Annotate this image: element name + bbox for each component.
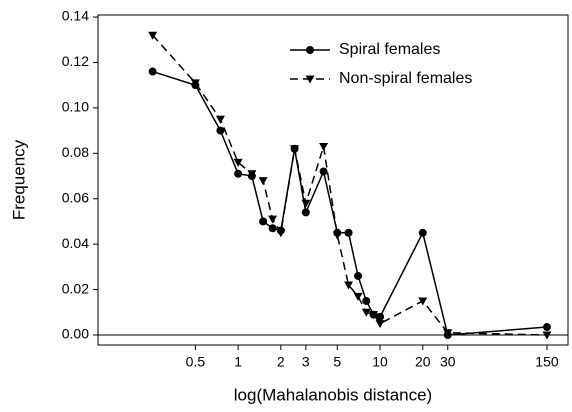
- x-tick-label: 150: [535, 354, 559, 370]
- point: [376, 312, 385, 321]
- point: [258, 177, 268, 186]
- point: [542, 331, 552, 340]
- point: [375, 320, 385, 329]
- legend-marker: [305, 75, 315, 84]
- y-tick-label: 0.14: [62, 8, 89, 24]
- legend-label: Non-spiral females: [339, 70, 472, 87]
- x-tick-label: 30: [440, 354, 456, 370]
- y-tick-label: 0.00: [62, 326, 89, 342]
- point: [319, 143, 329, 152]
- y-tick-label: 0.02: [62, 280, 89, 296]
- point: [344, 281, 354, 290]
- point: [234, 169, 243, 178]
- x-tick-label: 10: [372, 354, 388, 370]
- x-tick-label: 3: [302, 354, 310, 370]
- point: [190, 79, 200, 88]
- x-tick-label: 1: [234, 354, 242, 370]
- point: [354, 271, 363, 280]
- series-line: [152, 34, 547, 336]
- point: [362, 296, 371, 305]
- point: [353, 292, 363, 301]
- y-tick-label: 0.08: [62, 144, 89, 160]
- point: [361, 308, 371, 317]
- x-tick-label: 2: [277, 354, 285, 370]
- point: [344, 228, 353, 237]
- point: [418, 228, 427, 237]
- y-tick-label: 0.12: [62, 53, 89, 69]
- x-axis-title: log(Mahalanobis distance): [234, 385, 432, 404]
- point: [148, 31, 158, 40]
- point: [443, 329, 453, 338]
- point: [148, 67, 157, 76]
- y-tick-label: 0.10: [62, 99, 89, 115]
- point: [215, 115, 225, 124]
- y-axis-title: Frequency: [9, 139, 28, 220]
- x-tick-label: 5: [333, 354, 341, 370]
- point: [319, 167, 328, 176]
- x-tick-label: 0.5: [186, 354, 206, 370]
- y-tick-label: 0.06: [62, 189, 89, 205]
- point: [332, 231, 342, 240]
- point: [301, 208, 310, 217]
- y-tick-label: 0.04: [62, 235, 89, 251]
- point: [233, 158, 243, 167]
- legend-marker: [306, 46, 314, 54]
- point: [542, 323, 551, 332]
- point: [268, 224, 277, 233]
- legend-label: Spiral females: [339, 41, 440, 58]
- point: [276, 229, 286, 238]
- point: [216, 126, 225, 135]
- plot-frame: [97, 14, 569, 346]
- series-line: [152, 70, 548, 336]
- x-tick-label: 20: [415, 354, 431, 370]
- point: [290, 145, 300, 154]
- point: [301, 199, 311, 208]
- point: [418, 297, 428, 306]
- point: [259, 217, 268, 226]
- point: [268, 215, 278, 224]
- point: [369, 311, 379, 320]
- point: [247, 170, 257, 179]
